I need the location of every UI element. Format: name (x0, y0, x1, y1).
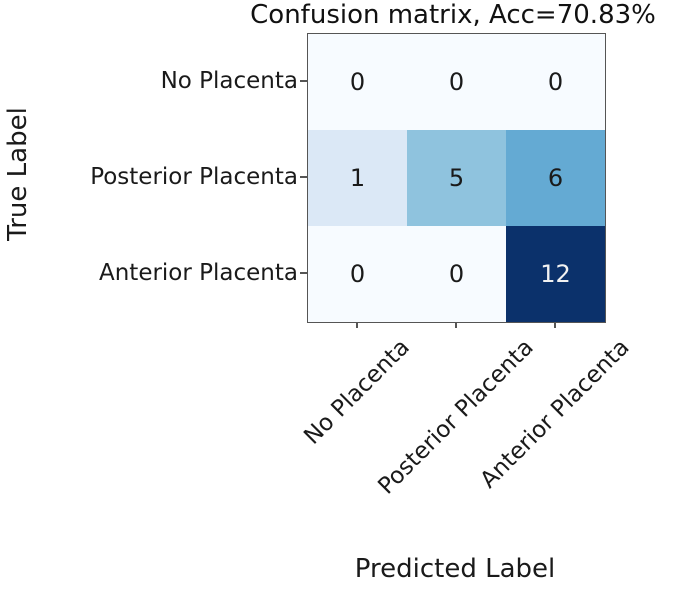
x-tick-mark (553, 322, 556, 328)
y-axis-label: True Label (3, 107, 33, 241)
y-tick-label-anterior-placenta: Anterior Placenta (98, 260, 298, 286)
matrix-cell: 0 (407, 34, 506, 130)
x-tick-mark (454, 322, 457, 328)
matrix-cell: 0 (407, 226, 506, 322)
y-tick-mark (300, 176, 307, 178)
matrix-cell: 12 (506, 226, 605, 322)
matrix-cell: 1 (308, 130, 407, 226)
matrix-cell: 0 (506, 34, 605, 130)
x-tick-label-no-placenta: No Placenta (298, 333, 415, 450)
matrix-cell: 5 (407, 130, 506, 226)
x-axis-label: Predicted Label (354, 554, 556, 584)
y-tick-label-no-placenta: No Placenta (160, 68, 298, 94)
heatmap-grid: 0 0 0 1 5 6 0 0 12 (307, 33, 606, 323)
chart-title: Confusion matrix, Acc=70.83% (250, 0, 656, 30)
x-tick-mark (355, 322, 358, 328)
y-tick-mark (300, 80, 307, 82)
y-tick-mark (300, 272, 307, 274)
matrix-cell: 0 (308, 226, 407, 322)
matrix-cell: 6 (506, 130, 605, 226)
matrix-cell: 0 (308, 34, 407, 130)
y-tick-label-posterior-placenta: Posterior Placenta (90, 164, 298, 190)
